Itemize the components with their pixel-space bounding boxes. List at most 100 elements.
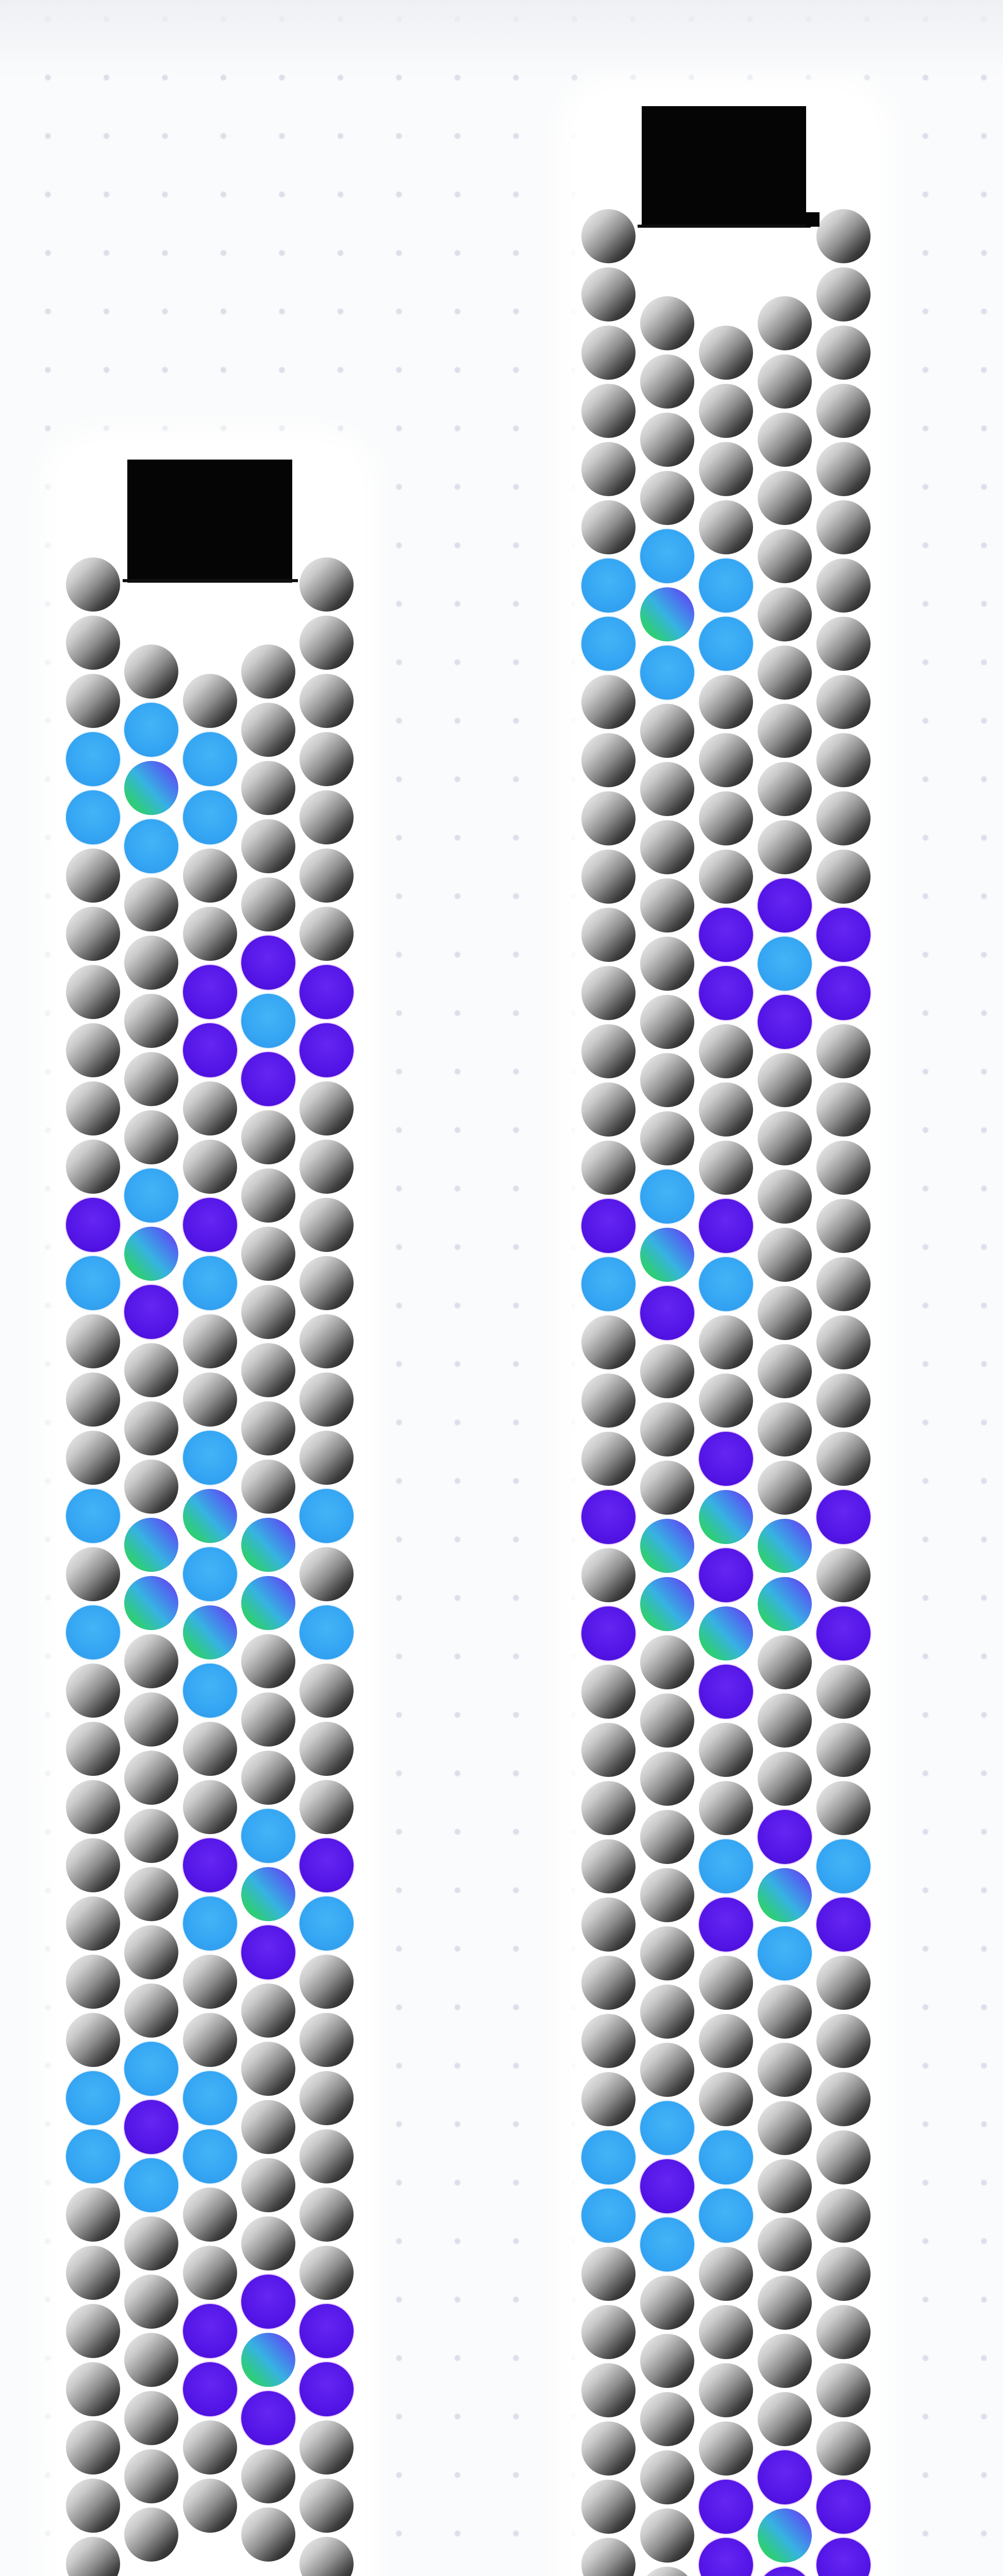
silver-bead[interactable] (182, 1314, 237, 1368)
silver-bead[interactable] (299, 848, 354, 903)
silver-bead[interactable] (241, 1284, 295, 1339)
silver-bead[interactable] (65, 2012, 120, 2067)
silver-bead[interactable] (698, 1373, 753, 1428)
violet-bead[interactable] (241, 1925, 295, 1979)
silver-bead[interactable] (299, 2071, 354, 2125)
silver-bead[interactable] (581, 1024, 636, 1078)
silver-bead[interactable] (299, 1721, 354, 1776)
sky-blue-bead[interactable] (124, 819, 178, 873)
sky-blue-bead[interactable] (182, 732, 237, 786)
silver-bead[interactable] (816, 1257, 871, 1311)
silver-bead[interactable] (757, 1285, 812, 1340)
silver-bead[interactable] (698, 1024, 753, 1078)
rainbow-bead[interactable] (640, 1518, 694, 1573)
silver-bead[interactable] (640, 2508, 694, 2563)
silver-bead[interactable] (241, 1750, 295, 1805)
sky-blue-bead[interactable] (65, 790, 120, 844)
silver-bead[interactable] (757, 2042, 812, 2097)
rainbow-bead[interactable] (124, 760, 178, 815)
silver-bead[interactable] (698, 2363, 753, 2417)
sky-blue-bead[interactable] (65, 1488, 120, 1543)
silver-bead[interactable] (124, 993, 178, 1048)
sky-blue-bead[interactable] (698, 2188, 753, 2243)
silver-bead[interactable] (757, 1169, 812, 1224)
violet-bead[interactable] (816, 1489, 871, 1544)
violet-bead[interactable] (299, 964, 354, 1019)
violet-bead[interactable] (816, 2479, 871, 2534)
silver-bead[interactable] (241, 819, 295, 873)
silver-bead[interactable] (757, 470, 812, 525)
violet-bead[interactable] (182, 964, 237, 1019)
silver-bead[interactable] (299, 1954, 354, 2009)
sky-blue-bead[interactable] (65, 1256, 120, 1310)
rainbow-bead[interactable] (182, 1605, 237, 1659)
silver-bead[interactable] (816, 383, 871, 438)
violet-bead[interactable] (182, 1023, 237, 1077)
silver-bead[interactable] (816, 209, 871, 263)
sky-blue-bead[interactable] (299, 1896, 354, 1951)
rainbow-bead[interactable] (124, 1575, 178, 1630)
silver-bead[interactable] (698, 2246, 753, 2301)
violet-bead[interactable] (182, 1197, 237, 1252)
silver-bead[interactable] (640, 1926, 694, 1980)
violet-bead[interactable] (299, 2303, 354, 2358)
silver-bead[interactable] (698, 1082, 753, 1137)
silver-bead[interactable] (65, 1780, 120, 1834)
silver-bead[interactable] (640, 1984, 694, 2039)
silver-bead[interactable] (757, 820, 812, 874)
sky-blue-bead[interactable] (124, 2041, 178, 2096)
silver-bead[interactable] (65, 1372, 120, 1427)
silver-bead[interactable] (757, 2392, 812, 2446)
silver-bead[interactable] (65, 2536, 120, 2576)
silver-bead[interactable] (581, 1315, 636, 1369)
silver-bead[interactable] (816, 2188, 871, 2243)
violet-bead[interactable] (241, 1052, 295, 1106)
silver-bead[interactable] (124, 1110, 178, 1164)
sky-blue-bead[interactable] (640, 1169, 694, 1224)
violet-bead[interactable] (698, 1431, 753, 1486)
silver-bead[interactable] (757, 587, 812, 641)
silver-bead[interactable] (299, 1547, 354, 1601)
silver-bead[interactable] (698, 849, 753, 904)
silver-bead[interactable] (65, 906, 120, 961)
silver-bead[interactable] (640, 2275, 694, 2330)
silver-bead[interactable] (65, 1430, 120, 1485)
silver-bead[interactable] (581, 1140, 636, 1195)
silver-bead[interactable] (182, 1372, 237, 1427)
violet-bead[interactable] (757, 878, 812, 933)
silver-bead[interactable] (640, 2042, 694, 2097)
violet-bead[interactable] (698, 1897, 753, 1952)
silver-bead[interactable] (640, 1111, 694, 1165)
silver-bead[interactable] (299, 790, 354, 844)
silver-bead[interactable] (640, 1693, 694, 1748)
rainbow-bead[interactable] (241, 2332, 295, 2387)
right-bracelet-clasp[interactable] (642, 106, 806, 228)
silver-bead[interactable] (241, 644, 295, 699)
violet-bead[interactable] (299, 1023, 354, 1077)
violet-bead[interactable] (182, 2303, 237, 2358)
rainbow-bead[interactable] (241, 1867, 295, 1921)
silver-bead[interactable] (299, 2187, 354, 2242)
silver-bead[interactable] (757, 1693, 812, 1748)
violet-bead[interactable] (581, 1489, 636, 1544)
silver-bead[interactable] (241, 1692, 295, 1747)
silver-bead[interactable] (124, 2507, 178, 2562)
silver-bead[interactable] (65, 2245, 120, 2300)
silver-bead[interactable] (124, 1401, 178, 1455)
silver-bead[interactable] (640, 1751, 694, 1806)
silver-bead[interactable] (182, 673, 237, 728)
silver-bead[interactable] (65, 1896, 120, 1951)
violet-bead[interactable] (698, 1548, 753, 1602)
silver-bead[interactable] (182, 2478, 237, 2533)
silver-bead[interactable] (65, 2187, 120, 2242)
sky-blue-bead[interactable] (581, 616, 636, 671)
violet-bead[interactable] (299, 1838, 354, 1892)
violet-bead[interactable] (124, 2099, 178, 2154)
silver-bead[interactable] (241, 760, 295, 815)
silver-bead[interactable] (757, 1751, 812, 1806)
silver-bead[interactable] (757, 1344, 812, 1398)
sky-blue-bead[interactable] (698, 1839, 753, 1893)
silver-bead[interactable] (816, 2304, 871, 2359)
silver-bead[interactable] (581, 1839, 636, 1893)
silver-bead[interactable] (757, 2100, 812, 2155)
